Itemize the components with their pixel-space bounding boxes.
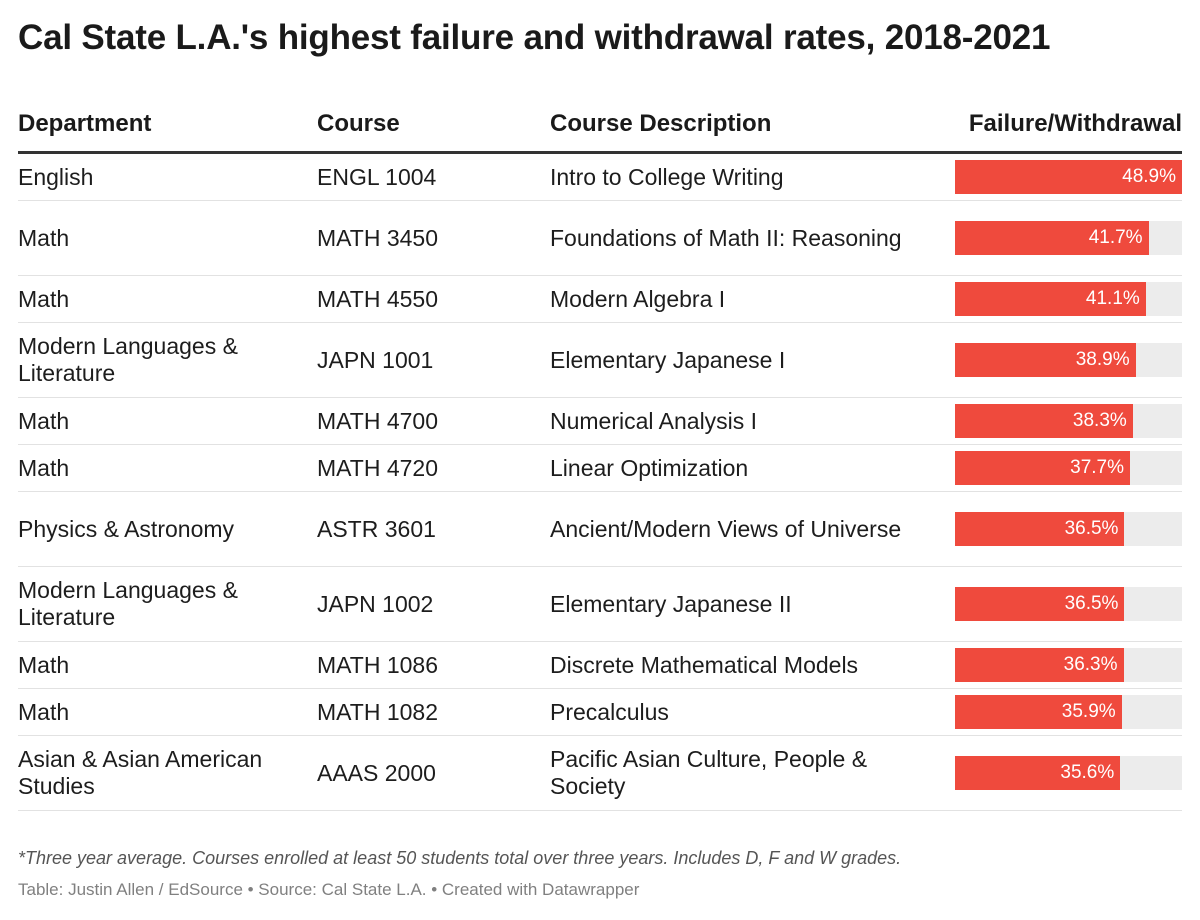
- department-cell: Math: [18, 407, 70, 434]
- rate-label: 41.1%: [1085, 288, 1140, 309]
- rate-bar-track: 41.7%: [955, 221, 1182, 255]
- rate-bar: [955, 343, 1136, 377]
- table-row: Math MATH 1082 Precalculus 35.9%: [18, 689, 1182, 736]
- table-row: Math MATH 4550 Modern Algebra I 41.1%: [18, 276, 1182, 323]
- description-cell: Numerical Analysis I: [550, 407, 758, 434]
- rate-bar-track: 38.9%: [955, 343, 1182, 377]
- department-cell: Math: [18, 224, 70, 251]
- table-row: Math MATH 4720 Linear Optimization 37.7%: [18, 445, 1182, 492]
- department-cell: Physics & Astronomy: [18, 515, 235, 542]
- description-cell: Modern Algebra I: [550, 285, 726, 312]
- description-cell: Elementary Japanese I: [550, 346, 786, 373]
- rate-label: 36.5%: [1064, 518, 1119, 539]
- table-row: Physics & Astronomy ASTR 3601 Ancient/Mo…: [18, 492, 1182, 567]
- course-cell: MATH 3450: [317, 224, 439, 251]
- description-cell: Intro to College Writing: [550, 163, 784, 190]
- rate-bar-track: 36.3%: [955, 648, 1182, 682]
- rate-bar: [955, 404, 1133, 438]
- rate-bar-track: 36.5%: [955, 512, 1182, 546]
- description-cell: Elementary Japanese II: [550, 590, 792, 617]
- course-cell: ENGL 1004: [317, 163, 437, 190]
- rate-bar: [955, 282, 1146, 316]
- column-header-failure-withdrawal: Failure/Withdrawal: [968, 110, 1182, 137]
- table-row: Modern Languages & Literature JAPN 1001 …: [18, 323, 1182, 398]
- rate-label: 36.3%: [1063, 654, 1118, 675]
- department-cell: Math: [18, 454, 70, 481]
- rate-bar-track: 36.5%: [955, 587, 1182, 621]
- rate-label: 38.9%: [1075, 349, 1130, 370]
- department-cell: Math: [18, 651, 70, 678]
- column-header-course: Course: [317, 110, 400, 137]
- description-cell: Discrete Mathematical Models: [550, 651, 859, 678]
- course-cell: JAPN 1001: [317, 346, 434, 373]
- source-credit: Table: Justin Allen / EdSource • Source:…: [18, 880, 640, 899]
- course-cell: JAPN 1002: [317, 590, 434, 617]
- description-cell: Linear Optimization: [550, 454, 749, 481]
- rate-bar: [955, 451, 1130, 485]
- rate-bar: [955, 756, 1121, 790]
- rate-bar-track: 38.3%: [955, 404, 1182, 438]
- data-table: Department Course Course Description Fai…: [18, 98, 1182, 811]
- description-cell: Pacific Asian Culture, People & Society: [550, 746, 868, 799]
- department-cell: Modern Languages & Literature: [18, 577, 238, 630]
- description-cell: Foundations of Math II: Reasoning: [550, 224, 902, 251]
- rate-label: 36.5%: [1064, 593, 1119, 614]
- table-row: Asian & Asian American Studies AAAS 2000…: [18, 736, 1182, 811]
- rate-bar: [955, 512, 1125, 546]
- column-header-description: Course Description: [550, 110, 772, 137]
- rate-bar: [955, 648, 1124, 682]
- rate-bar: [955, 695, 1122, 729]
- department-cell: Modern Languages & Literature: [18, 333, 238, 386]
- course-cell: ASTR 3601: [317, 515, 436, 542]
- rate-bar: [955, 160, 1182, 194]
- rate-bar-track: 37.7%: [955, 451, 1182, 485]
- course-cell: MATH 4700: [317, 407, 439, 434]
- rate-label: 35.6%: [1060, 762, 1115, 783]
- rate-label: 48.9%: [1122, 166, 1176, 187]
- table-row: Math MATH 3450 Foundations of Math II: R…: [18, 201, 1182, 276]
- chart-title: Cal State L.A.'s highest failure and wit…: [18, 18, 1051, 57]
- table-row: Math MATH 1086 Discrete Mathematical Mod…: [18, 642, 1182, 689]
- rate-bar-track: 48.9%: [955, 160, 1182, 194]
- rate-bar-track: 35.6%: [955, 756, 1182, 790]
- table-row: English ENGL 1004 Intro to College Writi…: [18, 154, 1182, 201]
- course-cell: MATH 4550: [317, 285, 439, 312]
- table-row: Math MATH 4700 Numerical Analysis I 38.3…: [18, 398, 1182, 445]
- rate-bar: [955, 221, 1149, 255]
- department-cell: Math: [18, 698, 70, 725]
- description-cell: Precalculus: [550, 698, 669, 725]
- rate-label: 35.9%: [1061, 701, 1116, 722]
- course-cell: MATH 1082: [317, 698, 439, 725]
- rate-label: 38.3%: [1072, 410, 1127, 431]
- rate-label: 37.7%: [1070, 457, 1125, 478]
- rate-label: 41.7%: [1088, 227, 1143, 248]
- course-cell: AAAS 2000: [317, 759, 436, 786]
- footnote: *Three year average. Courses enrolled at…: [18, 848, 902, 868]
- description-cell: Ancient/Modern Views of Universe: [550, 515, 902, 542]
- department-cell: Math: [18, 285, 70, 312]
- course-cell: MATH 4720: [317, 454, 439, 481]
- table-row: Modern Languages & Literature JAPN 1002 …: [18, 567, 1182, 642]
- rate-bar-track: 41.1%: [955, 282, 1182, 316]
- course-cell: MATH 1086: [317, 651, 439, 678]
- rate-bar-track: 35.9%: [955, 695, 1182, 729]
- department-cell: English: [18, 163, 94, 190]
- table-header: Department Course Course Description Fai…: [18, 98, 1182, 154]
- rate-bar: [955, 587, 1125, 621]
- column-header-department: Department: [18, 110, 152, 137]
- department-cell: Asian & Asian American Studies: [18, 746, 263, 799]
